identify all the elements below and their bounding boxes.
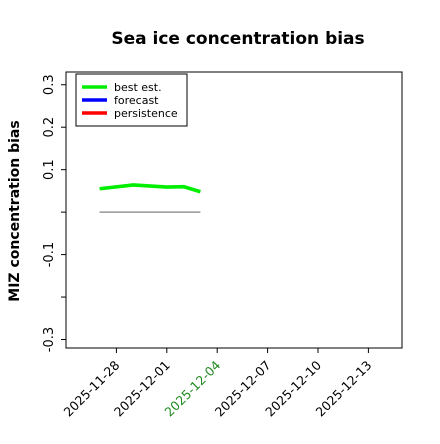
legend-label: forecast — [114, 94, 159, 107]
y-tick-label: 0.2 — [42, 117, 57, 138]
y-axis-ticks: -0.3 -0.1 0.1 0.2 0.3 — [42, 74, 66, 352]
series-layer — [99, 183, 201, 194]
legend-label: best est. — [114, 81, 162, 94]
y-tick-label: -0.3 — [42, 327, 57, 352]
y-tick-label: -0.1 — [42, 242, 57, 267]
chart-title: Sea ice concentration bias — [111, 29, 364, 49]
y-axis-label: MIZ concentration bias — [7, 120, 23, 301]
series-line-best-est — [99, 183, 201, 194]
y-tick-label: 0.1 — [42, 159, 57, 180]
plot-frame — [65, 71, 403, 349]
y-tick-label: 0.3 — [42, 74, 57, 95]
x-axis-ticks: 2025-11-282025-12-012025-12-042025-12-07… — [61, 348, 375, 419]
legend-label: persistence — [114, 107, 178, 120]
